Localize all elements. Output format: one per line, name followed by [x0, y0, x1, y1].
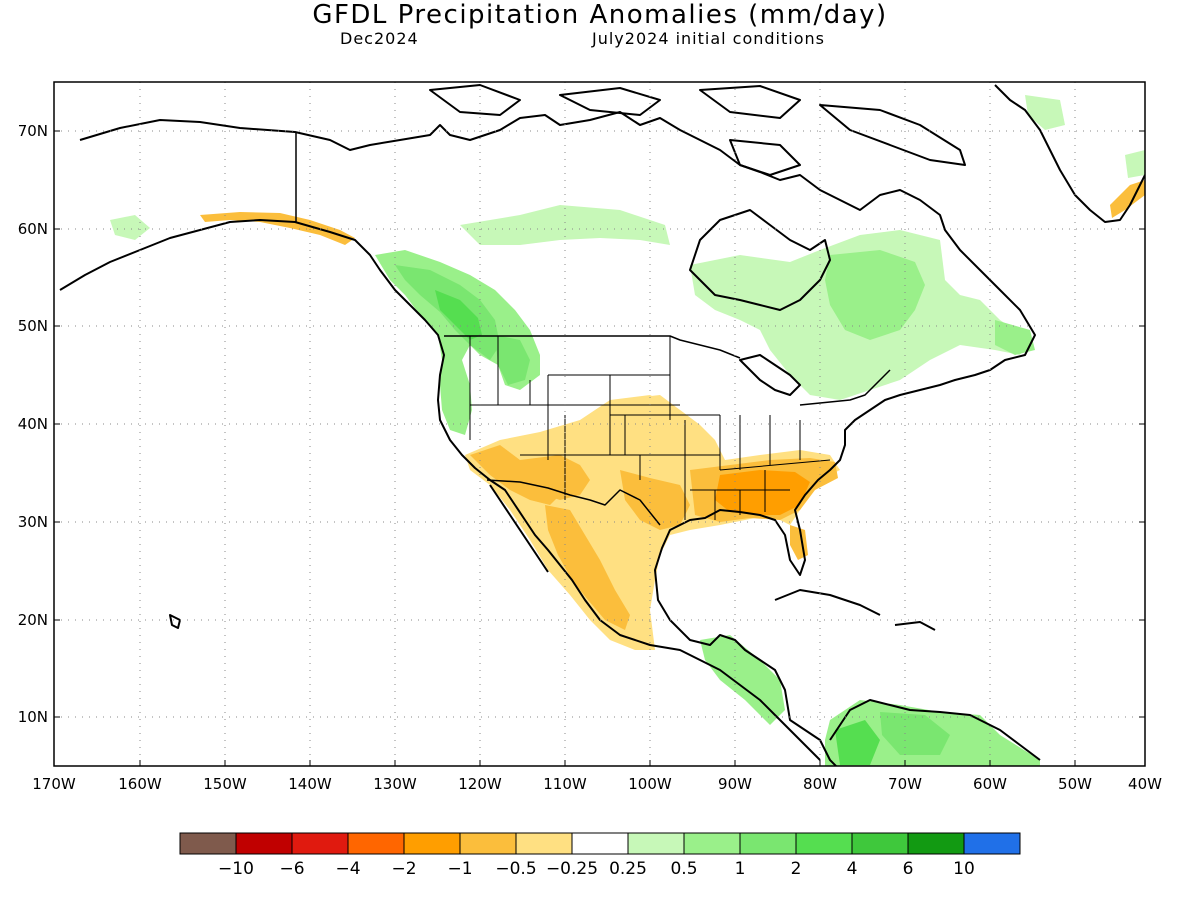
wet-venezuela — [880, 712, 950, 755]
forecast-month: Dec2024 — [340, 29, 419, 48]
colorbar-swatch — [459, 832, 517, 855]
lat-label-30n: 30N — [18, 513, 48, 531]
colorbar-swatch — [795, 832, 853, 855]
colorbar-swatch — [235, 832, 293, 855]
coast-cuba — [774, 589, 881, 616]
colorbar-label: 2 — [791, 859, 802, 879]
coast-great-lakes — [739, 354, 801, 396]
colorbar-label: −0.5 — [495, 859, 536, 879]
lon-label-130w: 130W — [373, 775, 417, 793]
lat-label-60n: 60N — [18, 220, 48, 238]
lon-label-110w: 110W — [543, 775, 587, 793]
lon-label-60w: 60W — [973, 775, 1007, 793]
lat-label-10n: 10N — [18, 708, 48, 726]
dry-mexico-west — [545, 505, 630, 630]
colorbar-label: 0.25 — [609, 859, 647, 879]
coast-hawaii — [169, 614, 181, 629]
wet-quebec-core — [825, 250, 925, 340]
coastlines — [59, 84, 1145, 766]
dry-texas — [620, 470, 690, 530]
initial-conditions: July2024 initial conditions — [592, 29, 825, 48]
colorbar-label: −1 — [447, 859, 472, 879]
coast-arctic-islands-2 — [559, 87, 661, 116]
colorbar-label: −0.25 — [546, 859, 598, 879]
colorbar-swatch — [179, 832, 237, 855]
lon-label-170w: 170W — [32, 775, 76, 793]
coast-baja — [489, 484, 549, 573]
wet-pacific-northwest — [375, 250, 540, 435]
lon-label-70w: 70W — [888, 775, 922, 793]
lon-label-120w: 120W — [458, 775, 502, 793]
borders-us-states — [469, 336, 831, 520]
coast-arctic-islands-4 — [819, 104, 966, 166]
dry-kansas — [615, 395, 705, 455]
dry-southeast-core — [715, 470, 810, 515]
border-us-mexico — [486, 479, 661, 526]
lat-label-20n: 20N — [18, 611, 48, 629]
colorbar-swatch — [683, 832, 741, 855]
wet-greenland-east — [1125, 150, 1145, 178]
dry-alaska-coast — [200, 212, 355, 245]
lon-label-80w: 80W — [803, 775, 837, 793]
coast-arctic-islands-5 — [729, 139, 801, 176]
map-title: GFDL Precipitation Anomalies (mm/day) — [312, 0, 888, 30]
lat-label-40n: 40N — [18, 415, 48, 433]
coast-pacific-side — [59, 219, 821, 761]
wet-greenland — [1025, 95, 1065, 130]
wet-yukon — [460, 205, 670, 245]
coast-arctic-islands-1 — [429, 84, 521, 116]
colorbar-swatch — [627, 832, 685, 855]
coast-hispaniola — [894, 621, 936, 631]
colorbar: −10 −6 −4 −2 −1 −0.5 −0.25 0.25 0.5 1 2 4 6 10 — [179, 832, 1021, 879]
colorbar-label: −6 — [279, 859, 304, 879]
wet-alaska-west — [110, 215, 150, 240]
coast-south-america — [829, 699, 1041, 761]
wet-pnw-strong — [435, 290, 482, 340]
colorbar-label: 6 — [903, 859, 914, 879]
border-us-canada — [444, 335, 891, 406]
colorbar-swatch — [571, 832, 629, 855]
lon-label-140w: 140W — [288, 775, 332, 793]
colorbar-label: 4 — [847, 859, 858, 879]
wet-labrador-coast — [995, 320, 1035, 355]
tick-marks — [54, 130, 1145, 766]
wet-colombia-core — [835, 720, 880, 765]
colorbar-label: 0.5 — [670, 859, 697, 879]
colorbar-swatch — [907, 832, 965, 855]
colorbar-label: −4 — [335, 859, 360, 879]
colorbar-swatch — [851, 832, 909, 855]
colorbar-swatch — [963, 832, 1021, 855]
colorbar-swatch — [291, 832, 349, 855]
lon-labels: 170W 160W 150W 140W 130W 120W 110W 100W … — [32, 775, 1162, 793]
colorbar-label: −10 — [218, 859, 254, 879]
lon-label-90w: 90W — [718, 775, 752, 793]
colorbar-swatch — [739, 832, 797, 855]
colorbar-swatch — [347, 832, 405, 855]
dry-arizona — [520, 455, 590, 500]
lon-label-160w: 160W — [118, 775, 162, 793]
lon-label-40w: 40W — [1128, 775, 1162, 793]
colorbar-label: 1 — [735, 859, 746, 879]
colorbar-label: 10 — [953, 859, 975, 879]
lat-labels: 10N 20N 30N 40N 50N 60N 70N — [18, 122, 48, 726]
lat-label-50n: 50N — [18, 317, 48, 335]
colorbar-swatch — [515, 832, 573, 855]
colorbar-label: −2 — [391, 859, 416, 879]
coast-north-america-west — [79, 111, 1036, 766]
colorbar-swatch — [403, 832, 461, 855]
wet-idaho — [495, 335, 530, 385]
lon-label-100w: 100W — [628, 775, 672, 793]
dry-florida — [790, 525, 808, 560]
lat-label-70n: 70N — [18, 122, 48, 140]
coast-arctic-islands-3 — [699, 85, 801, 119]
lon-label-50w: 50W — [1058, 775, 1092, 793]
dry-greenland-south — [1110, 180, 1145, 218]
lon-label-150w: 150W — [203, 775, 247, 793]
